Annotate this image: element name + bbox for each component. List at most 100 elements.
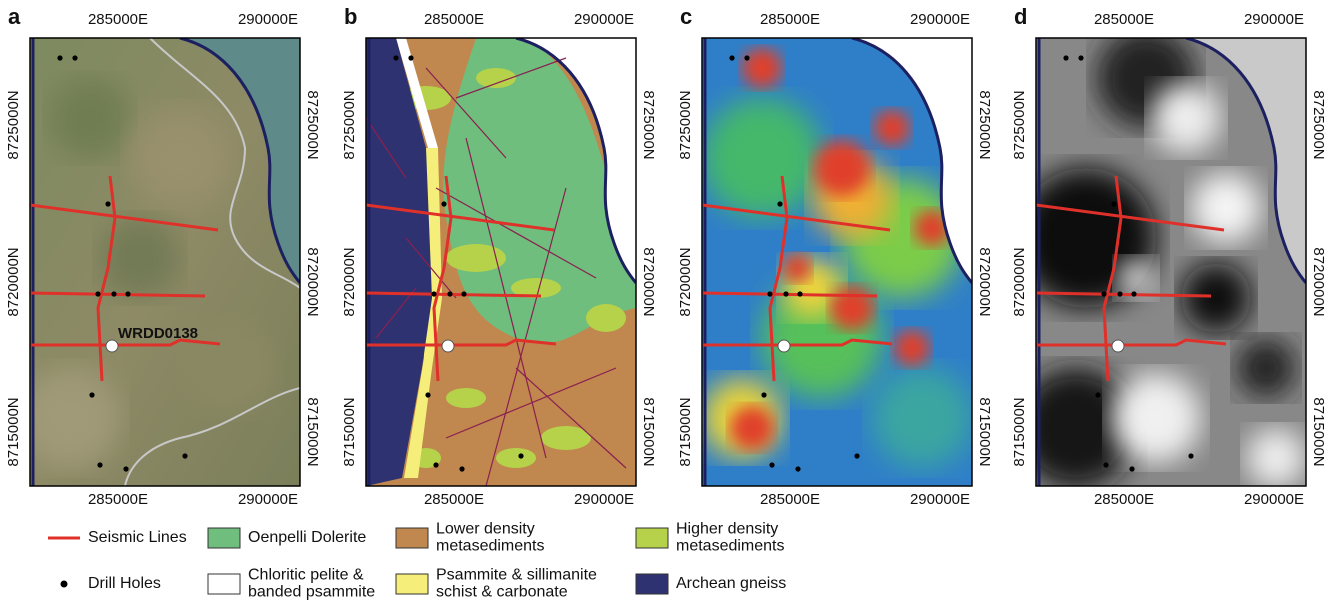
higher-density-unit: [446, 388, 486, 408]
drill-hole: [1103, 462, 1108, 467]
drill-hole: [123, 466, 128, 471]
y-tick-label-right: 8720000N: [304, 247, 321, 316]
high-anomaly: [830, 286, 874, 330]
drill-hole: [767, 291, 772, 296]
high-anomaly: [894, 330, 930, 366]
map-content: WRDD0138: [20, 38, 300, 486]
x-tick-label-bottom: 290000E: [238, 491, 298, 508]
well-marker: [1112, 340, 1124, 352]
map-content: [702, 38, 972, 486]
map-content: [1016, 28, 1306, 488]
y-tick-label-right: 8715000N: [1310, 397, 1327, 466]
well-label: WRDD0138: [118, 325, 198, 342]
drill-hole: [1095, 392, 1100, 397]
x-tick-label-bottom: 285000E: [760, 491, 820, 508]
legend-swatch: [208, 528, 240, 548]
drill-hole: [1101, 291, 1106, 296]
y-tick-label-left: 8720000N: [341, 247, 358, 316]
drill-hole: [518, 453, 523, 458]
y-tick-label-left: 8725000N: [5, 90, 22, 159]
page: Geology map panels body { margin: 0; bac…: [0, 0, 1328, 609]
y-tick-label-right: 8720000N: [640, 247, 657, 316]
well-marker: [442, 340, 454, 352]
y-tick-label-left: 8720000N: [1011, 247, 1028, 316]
y-tick-label-right: 8725000N: [304, 90, 321, 159]
high-density: [1111, 373, 1201, 463]
legend-swatch: [396, 574, 428, 594]
high-anomaly: [742, 48, 782, 88]
drill-hole: [744, 55, 749, 60]
panel-letter: d: [1014, 4, 1027, 29]
drill-hole: [425, 392, 430, 397]
drill-hole: [182, 453, 187, 458]
legend-label: Oenpelli Dolerite: [248, 529, 366, 546]
y-tick-label-right: 8725000N: [1310, 90, 1327, 159]
drill-hole: [97, 462, 102, 467]
y-tick-label-left: 8715000N: [341, 397, 358, 466]
legend-label: Seismic Lines: [88, 529, 187, 546]
y-tick-label-left: 8715000N: [5, 397, 22, 466]
drill-hole: [729, 55, 734, 60]
drill-hole: [408, 55, 413, 60]
legend-label: Lower density: [436, 521, 535, 538]
legend: Seismic Lines Oenpelli Dolerite Lower dens…: [48, 521, 786, 601]
well-marker: [778, 340, 790, 352]
legend-label: metasediments: [436, 538, 545, 555]
terrain-patch: [185, 323, 275, 413]
high-density: [1191, 173, 1261, 243]
map-panel: WRDD0138285000E285000E290000E290000E8725…: [5, 11, 321, 508]
drill-hole: [459, 466, 464, 471]
drill-hole: [105, 201, 110, 206]
legend-label: metasediments: [676, 538, 785, 555]
drill-hole: [433, 462, 438, 467]
x-tick-label-bottom: 290000E: [910, 491, 970, 508]
drill-hole: [1129, 466, 1134, 471]
drill-hole: [797, 291, 802, 296]
high-density: [1246, 428, 1306, 488]
panel-letter: a: [8, 4, 21, 29]
legend-label: Archean gneiss: [676, 575, 786, 592]
drill-hole: [111, 291, 116, 296]
legend-swatch: [208, 574, 240, 594]
drill-hole: [769, 462, 774, 467]
map-content: [366, 38, 636, 486]
terrain-patch: [20, 368, 120, 468]
drill-hole: [441, 201, 446, 206]
x-tick-label-top: 290000E: [1244, 11, 1304, 28]
y-tick-label-left: 8720000N: [677, 247, 694, 316]
y-tick-label-right: 8715000N: [976, 397, 993, 466]
x-tick-label-bottom: 285000E: [88, 491, 148, 508]
panel-letter: b: [344, 4, 357, 29]
legend-label: Chloritic pelite &: [248, 567, 364, 584]
x-tick-label-top: 285000E: [1094, 11, 1154, 28]
x-tick-label-top: 290000E: [574, 11, 634, 28]
y-tick-label-left: 8725000N: [341, 90, 358, 159]
drill-hole: [95, 291, 100, 296]
y-tick-label-right: 8715000N: [640, 397, 657, 466]
anomaly: [702, 98, 822, 218]
legend-label: Drill Holes: [88, 575, 161, 592]
higher-density-unit: [496, 448, 536, 468]
drill-hole: [125, 291, 130, 296]
high-anomaly: [874, 110, 910, 146]
x-tick-label-top: 290000E: [910, 11, 970, 28]
high-anomaly: [814, 140, 870, 196]
high-density: [1151, 83, 1221, 153]
y-tick-label-right: 8725000N: [640, 90, 657, 159]
low-density: [1236, 338, 1296, 398]
legend-label: Psammite & sillimanite: [436, 567, 597, 584]
drill-hole: [1188, 453, 1193, 458]
legend-swatch: [636, 574, 668, 594]
drill-hole: [795, 466, 800, 471]
drill-hole: [1078, 55, 1083, 60]
high-density: [1116, 258, 1156, 298]
drill-hole: [1063, 55, 1068, 60]
well-marker: [106, 340, 118, 352]
drill-hole: [1111, 201, 1116, 206]
legend-swatch: [636, 528, 668, 548]
figure: a WRDD0138 285000E 285000E 290000E 290000E 872…: [0, 0, 1328, 604]
y-tick-label-left: 8725000N: [677, 90, 694, 159]
low-density: [1181, 263, 1251, 333]
x-tick-label-top: 285000E: [424, 11, 484, 28]
